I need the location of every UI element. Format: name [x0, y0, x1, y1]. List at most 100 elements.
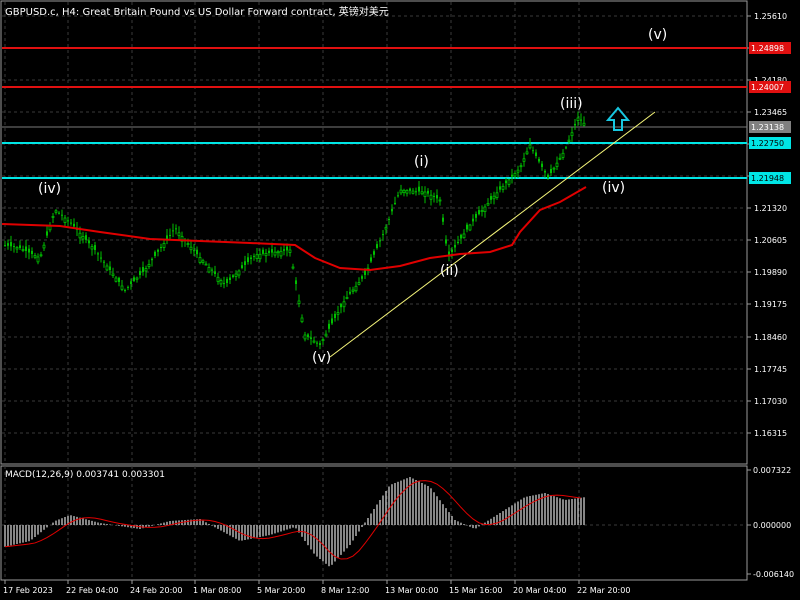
candle-body — [216, 276, 220, 282]
candle-body — [480, 210, 484, 213]
candle-body — [160, 246, 162, 248]
candle-body — [7, 243, 9, 246]
candle-body — [316, 342, 318, 344]
candle-body — [244, 261, 246, 265]
price-axis-label: 1.21320 — [754, 204, 787, 213]
candle-body — [204, 263, 208, 266]
time-axis-label: 20 Mar 04:00 — [513, 586, 566, 595]
candle-body — [373, 251, 375, 255]
candle-body — [81, 236, 85, 240]
candle-body — [516, 169, 520, 173]
candle-body — [189, 246, 193, 251]
macd-signal-line — [4, 480, 582, 560]
candle-body — [241, 265, 243, 268]
candle-body — [394, 202, 396, 204]
candle-body — [94, 245, 96, 250]
macd-axis-label: 0.007322 — [753, 466, 791, 475]
candle-body — [418, 186, 420, 192]
candle-body — [331, 318, 333, 324]
candle-body — [342, 301, 346, 308]
candle-body — [58, 212, 60, 214]
candle-body — [505, 180, 507, 184]
time-axis-label: 22 Feb 04:00 — [66, 586, 118, 595]
price-tag-box[interactable] — [749, 172, 791, 184]
candle-body — [351, 289, 355, 292]
candle-body — [334, 313, 336, 318]
price-tag-box[interactable] — [749, 42, 791, 54]
candle-body — [25, 246, 27, 251]
price-axis-label: 1.17030 — [754, 397, 787, 406]
candle-body — [255, 254, 259, 259]
candle-body — [382, 234, 384, 236]
macd-indicator-title: MACD(12,26,9) 0.003741 0.003301 — [5, 470, 165, 480]
candle-body — [157, 249, 159, 252]
candle-body — [321, 339, 325, 342]
candle-body — [253, 255, 255, 257]
candle-body — [114, 277, 118, 282]
elliott-wave-label: (i) — [414, 154, 429, 170]
candle-body — [448, 251, 450, 257]
candle-body — [511, 174, 513, 177]
candle-body — [478, 210, 480, 215]
candle-body — [61, 214, 63, 216]
trendline[interactable] — [329, 111, 656, 358]
candle-body — [120, 285, 124, 290]
macd-axis-label: -0.006140 — [753, 570, 794, 579]
candle-body — [144, 268, 148, 272]
candle-body — [258, 253, 262, 260]
candle-body — [457, 241, 459, 243]
candle-body — [547, 174, 549, 178]
chart-title: GBPUSD.c, H4: Great Britain Pound vs US … — [5, 7, 389, 18]
candle-body — [570, 132, 574, 137]
candle-body — [147, 263, 151, 267]
candle-body — [103, 261, 105, 263]
candle-body — [522, 158, 526, 162]
candle-body — [490, 196, 492, 200]
time-axis-label: 13 Mar 00:00 — [385, 586, 438, 595]
candle-body — [391, 208, 393, 212]
candle-body — [345, 297, 349, 299]
candle-body — [219, 280, 223, 285]
price-tag-box[interactable] — [749, 137, 791, 149]
macd-axis-label: 0.000000 — [753, 521, 791, 530]
candle-body — [46, 231, 48, 236]
candle-body — [85, 235, 87, 240]
candle-body — [555, 162, 559, 167]
candle-body — [451, 249, 453, 252]
candle-body — [211, 269, 213, 271]
up-arrow-icon — [605, 106, 631, 131]
candle-body — [100, 257, 102, 259]
candle-body — [411, 190, 415, 194]
candle-body — [528, 144, 532, 149]
price-tag-label: 1.21948 — [751, 174, 784, 183]
candle-body — [90, 246, 94, 250]
candle-body — [271, 249, 273, 253]
candle-body — [460, 234, 462, 239]
candle-body — [39, 254, 43, 257]
candle-body — [433, 195, 435, 197]
candle-body — [364, 270, 366, 275]
candle-body — [462, 233, 466, 239]
price-axis-label: 1.24180 — [754, 76, 787, 85]
time-axis-label: 22 Mar 20:00 — [577, 586, 630, 595]
candle-body — [234, 273, 238, 277]
candle-body — [162, 242, 166, 248]
price-tag-box[interactable] — [749, 121, 791, 133]
candle-body — [111, 273, 115, 277]
candle-body — [229, 277, 231, 280]
candle-body — [388, 218, 390, 220]
candle-body — [483, 206, 487, 212]
elliott-wave-label: (iv) — [602, 180, 625, 196]
candle-body — [177, 232, 181, 237]
candle-body — [268, 250, 270, 253]
candle-body — [541, 163, 543, 167]
candle-body — [139, 271, 141, 275]
candle-body — [63, 217, 67, 223]
moving-average-line — [1, 186, 587, 272]
candle-body — [501, 185, 505, 190]
price-tag-box[interactable] — [749, 81, 791, 93]
candle-body — [201, 260, 205, 263]
candle-body — [186, 243, 190, 246]
candle-body — [582, 122, 586, 126]
